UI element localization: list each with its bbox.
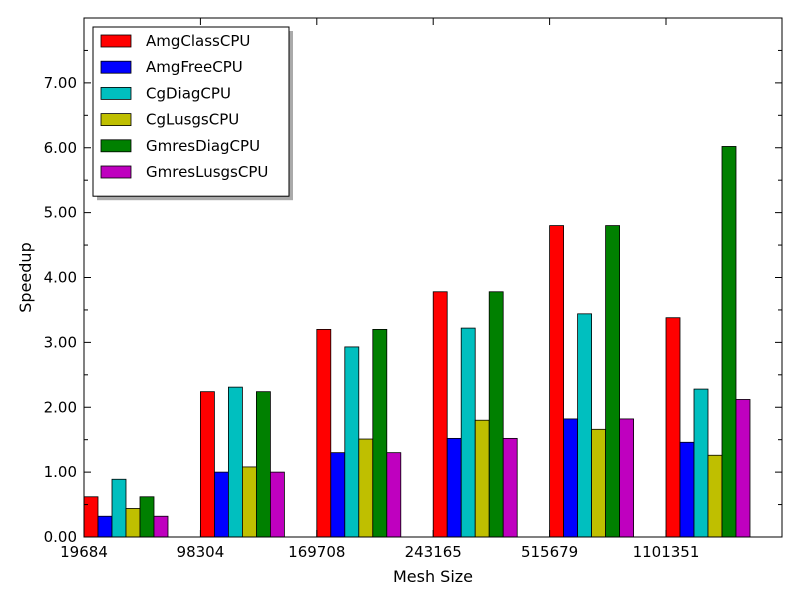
legend-swatch-GmresLusgsCPU xyxy=(100,165,132,179)
bar-CgDiagCPU-169708 xyxy=(344,346,360,538)
legend-swatch-CgLusgsCPU xyxy=(100,113,132,126)
y-tick-label: 3.00 xyxy=(44,333,77,351)
bar-AmgFreeCPU-515679 xyxy=(563,418,578,538)
bar-GmresDiagCPU-98304 xyxy=(255,391,271,538)
legend: AmgClassCPU AmgFreeCPU CgDiagCPU CgLusgsCPU… xyxy=(92,26,293,201)
bar-CgDiagCPU-515679 xyxy=(577,313,592,538)
x-tick-label: 19684 xyxy=(60,543,108,561)
y-tick-label: 6.00 xyxy=(44,139,77,157)
x-tick-label: 98304 xyxy=(177,543,225,561)
x-tick-label: 515679 xyxy=(521,543,578,561)
bars-layer xyxy=(83,146,751,538)
bar-AmgFreeCPU-243165 xyxy=(446,437,462,538)
bar-GmresDiagCPU-1101351 xyxy=(721,146,737,538)
bar-GmresDiagCPU-515679 xyxy=(605,225,620,538)
bar-AmgClassCPU-515679 xyxy=(549,225,564,538)
bar-AmgFreeCPU-1101351 xyxy=(679,441,695,538)
bar-AmgClassCPU-169708 xyxy=(316,328,332,538)
x-tick-label: 169708 xyxy=(288,543,345,561)
legend-label-CgLusgsCPU: CgLusgsCPU xyxy=(146,111,239,129)
bar-GmresDiagCPU-243165 xyxy=(488,291,504,538)
legend-swatch-AmgClassCPU xyxy=(100,34,132,48)
legend-label-GmresDiagCPU: GmresDiagCPU xyxy=(146,137,260,155)
bar-CgLusgsCPU-515679 xyxy=(591,428,606,538)
ticks-layer: 0.00 1.00 2.00 3.00 4.00 5.00 6.00 7.00 19684 983… xyxy=(44,17,782,561)
bar-GmresLusgsCPU-243165 xyxy=(502,437,518,538)
y-tick-label: 4.00 xyxy=(44,269,77,287)
x-tick-label: 1101351 xyxy=(633,543,700,561)
y-axis-label: Speedup xyxy=(16,242,35,312)
bar-CgDiagCPU-243165 xyxy=(460,327,476,538)
y-tick-label: 0.00 xyxy=(44,528,77,546)
y-tick-label: 5.00 xyxy=(44,204,77,222)
bar-CgDiagCPU-19684 xyxy=(111,478,127,538)
bar-CgLusgsCPU-243165 xyxy=(474,419,490,538)
bar-GmresDiagCPU-19684 xyxy=(139,496,155,538)
bar-CgLusgsCPU-19684 xyxy=(125,508,141,538)
bar-CgLusgsCPU-169708 xyxy=(358,438,374,538)
bar-AmgFreeCPU-98304 xyxy=(213,471,229,538)
legend-label-GmresLusgsCPU: GmresLusgsCPU xyxy=(146,163,268,181)
bar-GmresLusgsCPU-515679 xyxy=(619,418,634,538)
legend-swatch-GmresDiagCPU xyxy=(100,139,132,153)
y-tick-label: 7.00 xyxy=(44,74,77,92)
bar-AmgClassCPU-19684 xyxy=(83,496,99,538)
bar-GmresLusgsCPU-19684 xyxy=(153,515,169,538)
legend-swatch-AmgFreeCPU xyxy=(100,60,132,74)
bar-CgDiagCPU-1101351 xyxy=(693,388,709,538)
bar-AmgFreeCPU-19684 xyxy=(97,515,113,538)
legend-label-AmgClassCPU: AmgClassCPU xyxy=(146,32,250,50)
legend-label-CgDiagCPU: CgDiagCPU xyxy=(146,84,231,102)
legend-label-AmgFreeCPU: AmgFreeCPU xyxy=(146,58,243,76)
bar-GmresLusgsCPU-98304 xyxy=(269,471,285,538)
y-tick-label: 1.00 xyxy=(44,463,77,481)
bar-GmresLusgsCPU-1101351 xyxy=(735,399,751,538)
bar-AmgClassCPU-98304 xyxy=(199,391,215,538)
bar-CgDiagCPU-98304 xyxy=(227,386,243,538)
bar-AmgClassCPU-243165 xyxy=(432,291,448,538)
x-tick-label: 243165 xyxy=(405,543,462,561)
x-axis-label: Mesh Size xyxy=(393,567,473,586)
y-tick-label: 2.00 xyxy=(44,398,77,416)
bar-GmresDiagCPU-169708 xyxy=(372,328,388,538)
bar-CgLusgsCPU-98304 xyxy=(241,466,257,538)
bar-AmgClassCPU-1101351 xyxy=(665,317,681,538)
legend-swatch-CgDiagCPU xyxy=(100,87,132,100)
bar-CgLusgsCPU-1101351 xyxy=(707,454,723,538)
bar-GmresLusgsCPU-169708 xyxy=(386,452,402,538)
bar-AmgFreeCPU-169708 xyxy=(330,452,346,538)
